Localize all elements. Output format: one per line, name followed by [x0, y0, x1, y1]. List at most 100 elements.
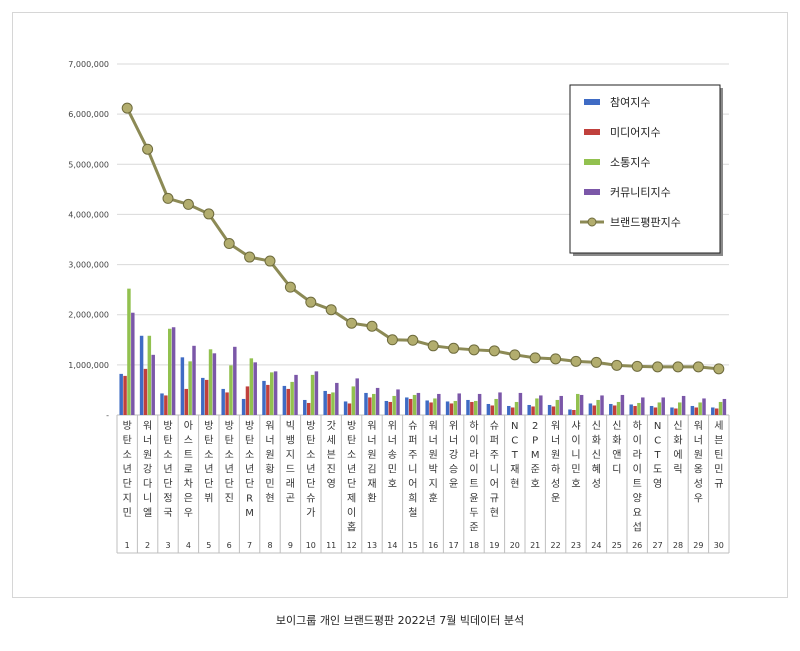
x-rank-label: 19 — [489, 541, 499, 550]
bar-3 — [294, 374, 298, 415]
bar-0 — [547, 404, 552, 415]
bar-3 — [722, 398, 727, 415]
bar-3 — [498, 392, 502, 415]
bar-0 — [119, 373, 123, 415]
bar-3 — [375, 387, 380, 415]
y-tick-label: 5,000,000 — [68, 160, 109, 169]
bar-1 — [408, 398, 413, 415]
bar-1 — [572, 409, 576, 415]
bar-2 — [474, 400, 478, 415]
x-rank-label: 29 — [693, 541, 703, 550]
y-tick-label: 3,000,000 — [68, 261, 109, 270]
chart-frame: - 1,000,000 2,000,000 3,000,000 4,000,000 5,0… — [12, 12, 788, 598]
line-point — [611, 359, 623, 371]
bar-1 — [592, 405, 596, 415]
bar-1 — [347, 403, 352, 415]
bar-1 — [266, 384, 270, 415]
legend-swatch — [584, 99, 600, 105]
line-point — [529, 352, 541, 364]
bar-2 — [147, 335, 152, 415]
line-point — [264, 255, 276, 267]
legend-label: 브랜드평판지수 — [610, 216, 681, 229]
bar-1 — [123, 375, 127, 415]
bar-0 — [690, 405, 695, 415]
bar-2 — [331, 392, 335, 415]
line-point — [325, 304, 337, 316]
x-rank-label: 10 — [306, 541, 316, 550]
y-tick-label: 1,000,000 — [68, 361, 109, 370]
bar-2 — [208, 349, 213, 415]
bar-1 — [388, 401, 392, 415]
line-point — [142, 143, 154, 155]
bar-0 — [221, 388, 225, 415]
legend-label: 소통지수 — [610, 156, 650, 169]
x-rank-label: 7 — [247, 541, 252, 550]
x-rank-label: 25 — [612, 541, 622, 550]
x-rank-label: 15 — [408, 541, 418, 550]
bar-2 — [392, 395, 396, 415]
line-point — [346, 317, 358, 329]
bar-2 — [514, 401, 519, 415]
line-point — [590, 356, 602, 368]
bar-2 — [718, 401, 723, 415]
x-rank-label: 1 — [125, 541, 130, 550]
y-tick-label: 2,000,000 — [68, 311, 109, 320]
x-rank-label: 6 — [227, 541, 232, 550]
bar-2 — [168, 328, 172, 415]
legend-swatch — [584, 129, 600, 135]
y-tick-label: 7,000,000 — [68, 60, 109, 69]
bar-3 — [171, 327, 176, 415]
bar-0 — [282, 385, 287, 415]
bar-3 — [253, 362, 257, 415]
x-rank-label: 17 — [449, 541, 459, 550]
x-rank-label: 11 — [326, 541, 336, 550]
bar-0 — [466, 399, 470, 415]
bar-2 — [616, 401, 621, 415]
bar-1 — [490, 405, 494, 415]
x-rank-label: 26 — [632, 541, 642, 550]
line-point — [223, 238, 235, 250]
x-rank-label: 14 — [387, 541, 397, 550]
bar-3 — [212, 353, 217, 415]
x-rank-label: 12 — [347, 541, 357, 550]
bar-2 — [698, 402, 702, 415]
bar-2 — [351, 386, 356, 415]
bar-0 — [323, 390, 327, 415]
line-point — [488, 345, 500, 357]
bar-3 — [416, 392, 421, 415]
bar-2 — [310, 374, 315, 415]
line-point — [121, 102, 133, 114]
bar-2 — [249, 358, 254, 415]
bar-2 — [290, 381, 294, 415]
x-rank-label: 2 — [145, 541, 150, 550]
bar-3 — [702, 398, 706, 415]
line-point — [468, 344, 480, 356]
line-point — [672, 361, 684, 373]
y-tick-label: 4,000,000 — [68, 210, 109, 219]
x-rank-label: 27 — [653, 541, 663, 550]
bar-2 — [433, 398, 437, 415]
x-rank-label: 23 — [571, 541, 581, 550]
bar-1 — [143, 368, 148, 415]
bar-3 — [641, 397, 645, 415]
bar-0 — [486, 403, 491, 415]
bar-2 — [372, 393, 376, 415]
line-point — [713, 363, 725, 375]
bar-1 — [551, 406, 556, 415]
bar-3 — [233, 346, 237, 415]
bar-0 — [201, 377, 205, 415]
